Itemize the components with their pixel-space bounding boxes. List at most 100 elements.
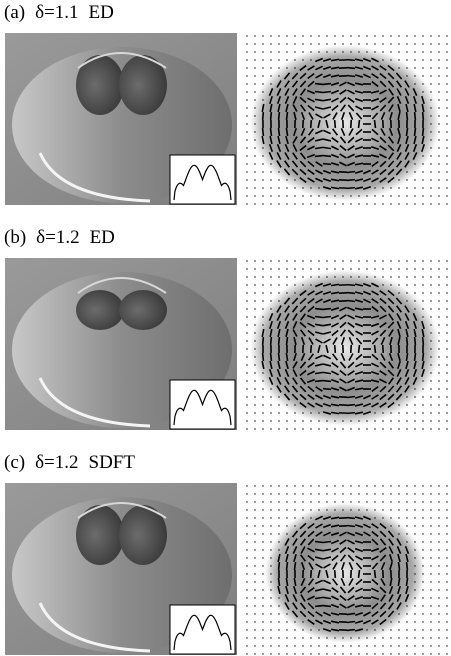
arrow	[269, 127, 273, 137]
arrow	[370, 596, 380, 600]
grid-dot	[294, 260, 296, 262]
grid-dot	[294, 412, 296, 414]
arrow	[363, 619, 371, 625]
grid-dot	[390, 276, 392, 278]
arrow	[413, 103, 417, 113]
arrow	[387, 401, 395, 409]
grid-dot	[406, 67, 408, 69]
grid-dot	[254, 581, 256, 583]
grid-dot	[438, 340, 440, 342]
grid-dot	[246, 493, 248, 495]
grid-dot	[430, 59, 432, 61]
grid-dot	[262, 91, 264, 93]
grid-dot	[414, 412, 416, 414]
arrow	[315, 402, 323, 408]
grid-dot	[438, 171, 440, 173]
arrow	[339, 594, 347, 602]
grid-dot	[262, 493, 264, 495]
grid-dot	[390, 51, 392, 53]
grid-dot	[342, 35, 344, 37]
grid-dot	[318, 195, 320, 197]
grid-dot	[294, 195, 296, 197]
grid-dot	[334, 420, 336, 422]
arrow	[314, 548, 324, 552]
arrow	[404, 377, 410, 385]
arrow	[347, 329, 355, 337]
arrow	[299, 610, 307, 618]
grid-dot	[294, 420, 296, 422]
grid-dot	[438, 91, 440, 93]
grid-dot	[414, 59, 416, 61]
panel-letter: (b)	[4, 227, 27, 248]
arrow	[362, 515, 372, 521]
grid-dot	[246, 541, 248, 543]
arrow	[354, 146, 364, 150]
grid-dot	[246, 187, 248, 189]
arrow	[379, 297, 387, 305]
arrow	[299, 72, 307, 80]
arrow	[315, 338, 323, 344]
grid-dot	[278, 645, 280, 647]
grid-dot	[414, 35, 416, 37]
grid-dot	[310, 43, 312, 45]
grid-dot	[446, 573, 448, 575]
grid-dot	[406, 171, 408, 173]
arrow	[308, 112, 314, 120]
grid-dot	[350, 203, 352, 205]
arrow	[355, 330, 363, 336]
arrow	[330, 603, 340, 609]
arrow	[370, 547, 380, 553]
arrow	[314, 604, 324, 608]
hole	[119, 55, 167, 115]
grid-dot	[398, 501, 400, 503]
arrow	[387, 305, 395, 313]
arrow	[314, 588, 324, 592]
arrow	[379, 136, 387, 144]
grid-dot	[446, 292, 448, 294]
arrow	[347, 547, 355, 553]
grid-dot	[342, 637, 344, 639]
grid-dot	[374, 260, 376, 262]
grid-dot	[422, 43, 424, 45]
grid-dot	[254, 332, 256, 334]
arrow	[307, 80, 315, 88]
grid-dot	[286, 493, 288, 495]
grid-dot	[262, 573, 264, 575]
grid-dot	[374, 493, 376, 495]
grid-dot	[286, 629, 288, 631]
arrow	[354, 547, 364, 553]
arrow	[292, 361, 298, 369]
arrow	[269, 360, 273, 370]
grid-dot	[406, 613, 408, 615]
grid-dot	[446, 332, 448, 334]
arrow	[371, 80, 379, 88]
grid-dot	[414, 396, 416, 398]
grid-dot	[254, 59, 256, 61]
grid-dot	[294, 67, 296, 69]
grid-dot	[278, 629, 280, 631]
grid-dot	[270, 292, 272, 294]
arrow	[307, 128, 315, 136]
arrow	[405, 585, 409, 595]
arrow	[421, 320, 425, 330]
arrow	[339, 161, 347, 167]
grid-dot	[446, 597, 448, 599]
arrow	[354, 74, 364, 78]
arrow	[268, 377, 274, 385]
arrow	[421, 368, 425, 378]
grid-dot	[446, 340, 448, 342]
grid-dot	[414, 541, 416, 543]
grid-dot	[422, 292, 424, 294]
arrow	[330, 539, 340, 545]
grid-dot	[342, 203, 344, 205]
grid-dot	[278, 549, 280, 551]
arrow	[293, 577, 297, 587]
arrow	[331, 322, 339, 328]
arrow	[355, 128, 363, 136]
grid-dot	[350, 485, 352, 487]
arrow	[276, 152, 282, 160]
surface-rim	[38, 377, 151, 428]
grid-dot	[286, 485, 288, 487]
grid-dot	[318, 420, 320, 422]
arrow	[315, 386, 323, 392]
